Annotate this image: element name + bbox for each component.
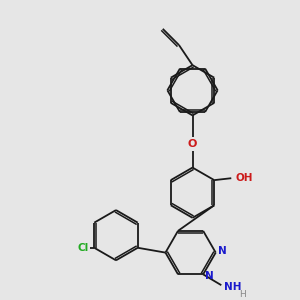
Text: Cl: Cl [78, 243, 89, 253]
Text: NH: NH [224, 282, 242, 292]
Text: N: N [206, 271, 214, 281]
Text: O: O [187, 139, 196, 148]
Text: N: N [218, 246, 227, 256]
Text: H: H [239, 290, 246, 299]
Text: OH: OH [236, 173, 254, 183]
